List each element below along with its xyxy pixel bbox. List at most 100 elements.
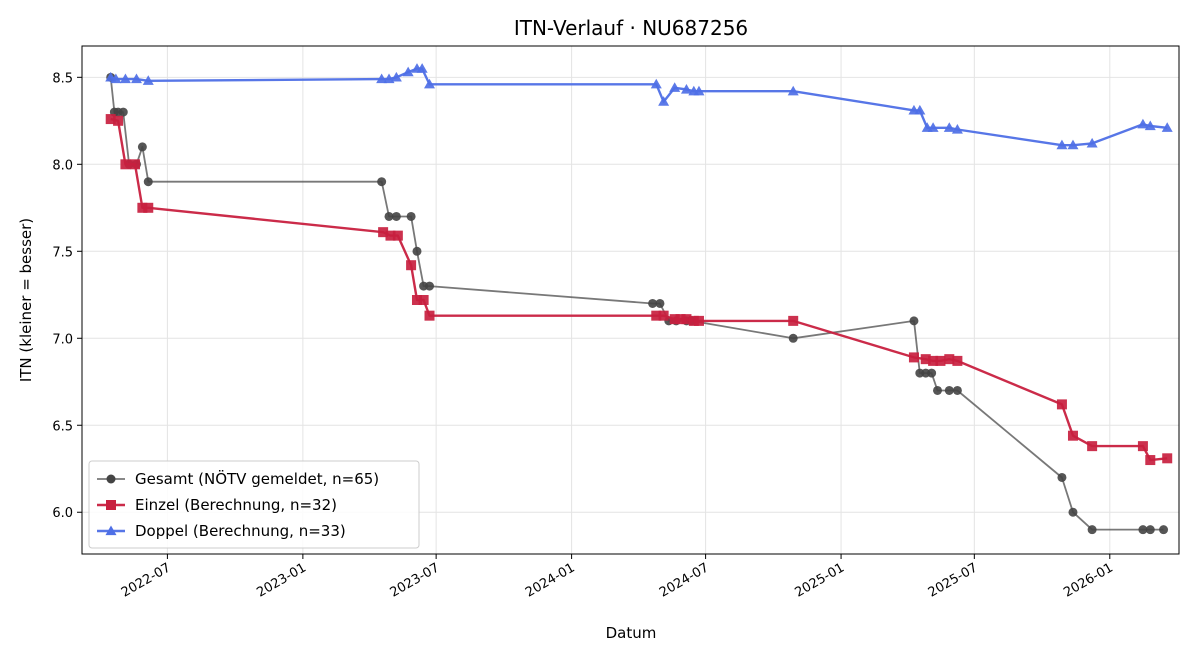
data-point-gesamt xyxy=(377,177,387,187)
data-point-doppel xyxy=(951,124,963,134)
data-point-doppel xyxy=(927,122,939,132)
data-point-einzel xyxy=(928,355,939,366)
data-point-gesamt xyxy=(1159,525,1169,535)
data-point-doppel xyxy=(1161,122,1173,132)
data-point-einzel xyxy=(105,114,116,125)
data-point-einzel xyxy=(1067,430,1078,441)
data-point-einzel xyxy=(675,314,686,325)
data-point-doppel xyxy=(650,78,662,89)
data-point-gesamt xyxy=(143,177,153,187)
series-group xyxy=(105,63,1173,535)
chart-title: ITN-Verlauf · NU687256 xyxy=(514,16,748,40)
series-doppel xyxy=(105,63,1173,150)
y-tick-label: 7.5 xyxy=(52,245,73,260)
data-point-gesamt xyxy=(137,142,147,152)
legend-entry-gesamt: Gesamt (NÖTV gemeldet, n=65) xyxy=(97,469,379,488)
data-point-gesamt xyxy=(425,281,435,291)
plot-frame xyxy=(81,45,1180,555)
y-tick-label: 6.0 xyxy=(52,506,73,521)
data-point-einzel xyxy=(406,260,417,271)
data-point-einzel xyxy=(920,354,931,365)
data-point-gesamt xyxy=(391,211,401,221)
y-tick-label: 7.0 xyxy=(52,332,73,347)
data-point-doppel xyxy=(376,73,388,84)
data-point-gesamt xyxy=(1145,525,1155,535)
data-point-gesamt xyxy=(655,298,665,308)
data-point-doppel xyxy=(943,122,955,132)
data-point-einzel xyxy=(658,310,669,321)
data-point-gesamt xyxy=(1138,525,1148,535)
data-point-einzel xyxy=(113,115,124,126)
data-point-gesamt xyxy=(118,107,128,117)
data-point-einzel xyxy=(788,315,799,326)
data-point-einzel xyxy=(1056,399,1067,410)
data-point-einzel xyxy=(669,314,680,325)
legend-marker-einzel xyxy=(106,500,116,510)
data-point-doppel xyxy=(787,85,799,96)
y-tick-label: 6.5 xyxy=(52,419,73,434)
data-point-doppel xyxy=(130,73,142,84)
data-point-einzel xyxy=(120,159,131,170)
data-point-gesamt xyxy=(384,211,394,221)
data-point-einzel xyxy=(137,202,148,213)
data-point-einzel xyxy=(424,310,435,321)
data-point-einzel xyxy=(1162,453,1173,464)
data-point-doppel xyxy=(693,85,705,96)
data-point-gesamt xyxy=(1068,507,1078,517)
data-point-einzel xyxy=(385,230,396,241)
data-point-gesamt xyxy=(952,385,962,395)
data-point-einzel xyxy=(908,352,919,363)
legend-marker-gesamt xyxy=(106,474,116,484)
data-point-doppel xyxy=(1144,120,1156,131)
data-point-doppel xyxy=(402,66,414,77)
data-point-einzel xyxy=(688,315,699,326)
grid-lines xyxy=(82,46,1179,554)
data-point-gesamt xyxy=(788,333,798,343)
data-point-einzel xyxy=(952,355,963,366)
data-point-einzel xyxy=(1145,455,1156,466)
legend-label-doppel: Doppel (Berechnung, n=33) xyxy=(135,522,346,540)
legend-label-einzel: Einzel (Berechnung, n=32) xyxy=(135,496,337,514)
data-point-einzel xyxy=(143,202,154,213)
data-point-gesamt xyxy=(406,211,416,221)
data-point-einzel xyxy=(935,355,946,366)
data-point-einzel xyxy=(392,230,403,241)
data-point-doppel xyxy=(1056,139,1068,150)
x-axis-label: Datum xyxy=(606,624,657,642)
legend-entry-einzel: Einzel (Berechnung, n=32) xyxy=(97,496,337,514)
data-point-gesamt xyxy=(1057,472,1067,482)
data-point-gesamt xyxy=(944,385,954,395)
data-point-einzel xyxy=(418,295,429,305)
data-point-doppel xyxy=(1067,139,1079,150)
data-point-einzel xyxy=(130,159,141,170)
data-point-doppel xyxy=(914,104,926,115)
data-point-doppel xyxy=(1137,118,1149,129)
y-axis-label: ITN (kleiner = besser) xyxy=(17,218,35,382)
data-point-einzel xyxy=(681,314,692,325)
data-point-doppel xyxy=(669,82,681,92)
data-point-gesamt xyxy=(933,385,943,395)
legend-entry-doppel: Doppel (Berechnung, n=33) xyxy=(97,522,346,540)
y-tick-label: 8.5 xyxy=(52,71,73,86)
data-point-gesamt xyxy=(927,368,937,378)
data-point-doppel xyxy=(119,73,131,84)
data-point-einzel xyxy=(651,310,662,321)
data-point-doppel xyxy=(658,96,670,106)
series-einzel xyxy=(105,114,1173,466)
data-point-gesamt xyxy=(909,316,919,326)
legend-box xyxy=(88,460,420,549)
data-point-einzel xyxy=(411,295,422,305)
data-point-einzel xyxy=(944,354,955,365)
data-point-gesamt xyxy=(412,246,422,256)
data-point-einzel xyxy=(693,315,704,326)
y-axis-ticks: 6.0 6.5 7.0 7.5 8.0 8.5 xyxy=(52,71,82,521)
data-point-einzel xyxy=(1087,441,1098,452)
data-point-doppel xyxy=(416,63,428,73)
legend-label-gesamt: Gesamt (NÖTV gemeldet, n=65) xyxy=(135,469,379,488)
data-point-gesamt xyxy=(1087,525,1097,535)
data-point-doppel xyxy=(390,71,402,82)
data-point-doppel xyxy=(1086,137,1098,148)
legend: Gesamt (NÖTV gemeldet, n=65) Einzel (Bere… xyxy=(88,460,420,549)
